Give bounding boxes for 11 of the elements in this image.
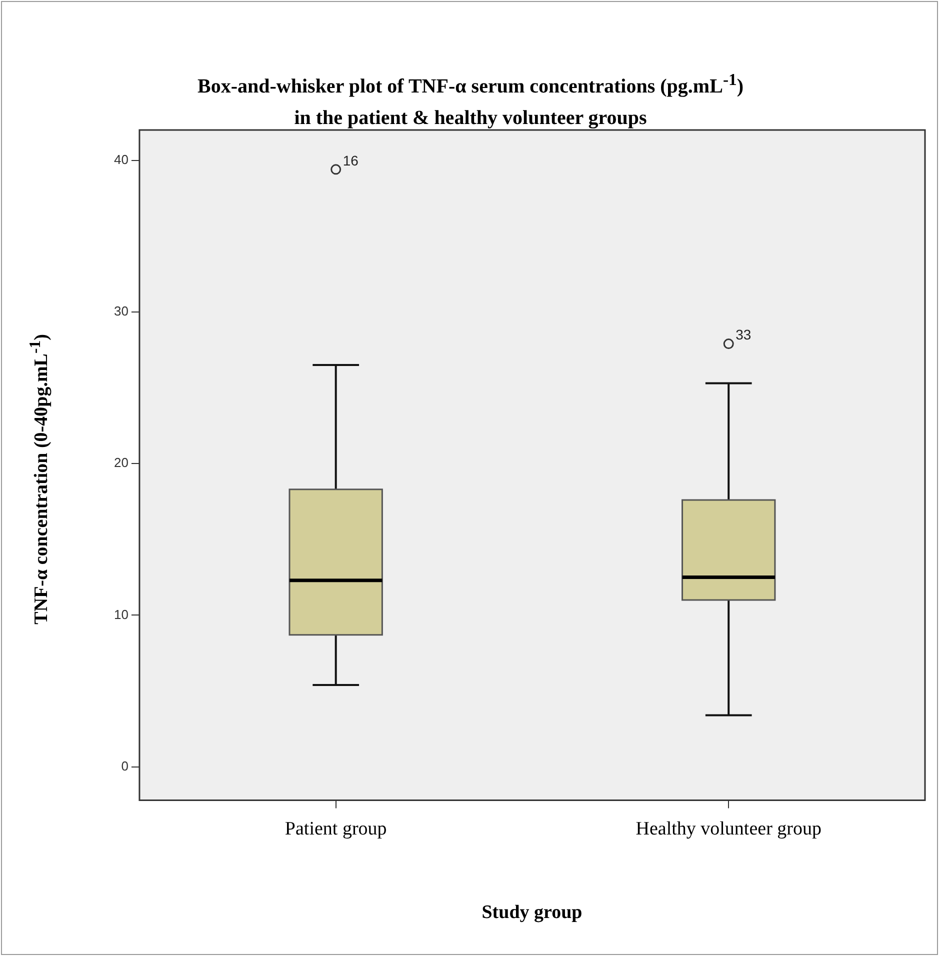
y-tick-label: 10 xyxy=(114,606,128,622)
y-tick-label: 30 xyxy=(114,304,128,319)
x-tick-label: Healthy volunteer group xyxy=(636,818,822,840)
x-tick-label: Patient group xyxy=(284,818,387,840)
y-tick-label: 20 xyxy=(114,455,128,470)
x-axis-title: Study group xyxy=(480,902,584,924)
annotation: 16 xyxy=(342,152,359,168)
chart-title: Box-and-whisker plot of TNF-α serum concentrations (pg.mL$^{-1}$) in the patient & healthy volunteer groups xyxy=(198,70,744,129)
y-tick-label: 0 xyxy=(121,758,128,774)
y-tick-label: 40 xyxy=(114,152,128,167)
annotation: 33 xyxy=(736,326,752,343)
